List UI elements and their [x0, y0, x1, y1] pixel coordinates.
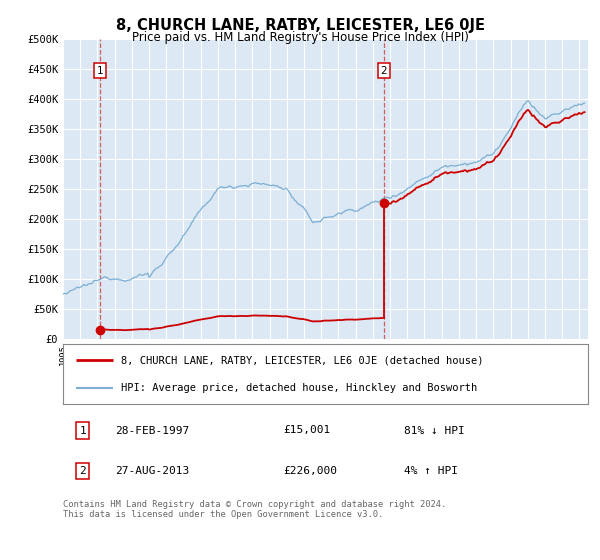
- Text: 28-FEB-1997: 28-FEB-1997: [115, 426, 190, 436]
- Text: £226,000: £226,000: [284, 466, 337, 477]
- Text: 8, CHURCH LANE, RATBY, LEICESTER, LE6 0JE (detached house): 8, CHURCH LANE, RATBY, LEICESTER, LE6 0J…: [121, 355, 483, 365]
- Text: 81% ↓ HPI: 81% ↓ HPI: [404, 426, 465, 436]
- Text: 2: 2: [80, 466, 86, 477]
- Text: 27-AUG-2013: 27-AUG-2013: [115, 466, 190, 477]
- Text: Price paid vs. HM Land Registry's House Price Index (HPI): Price paid vs. HM Land Registry's House …: [131, 31, 469, 44]
- Text: 1: 1: [80, 426, 86, 436]
- Text: Contains HM Land Registry data © Crown copyright and database right 2024.
This d: Contains HM Land Registry data © Crown c…: [63, 500, 446, 519]
- Text: HPI: Average price, detached house, Hinckley and Bosworth: HPI: Average price, detached house, Hinc…: [121, 383, 477, 393]
- Text: 4% ↑ HPI: 4% ↑ HPI: [404, 466, 458, 477]
- Text: £15,001: £15,001: [284, 426, 331, 436]
- Text: 8, CHURCH LANE, RATBY, LEICESTER, LE6 0JE: 8, CHURCH LANE, RATBY, LEICESTER, LE6 0J…: [115, 18, 485, 33]
- Text: 2: 2: [381, 66, 388, 76]
- Text: 1: 1: [97, 66, 103, 76]
